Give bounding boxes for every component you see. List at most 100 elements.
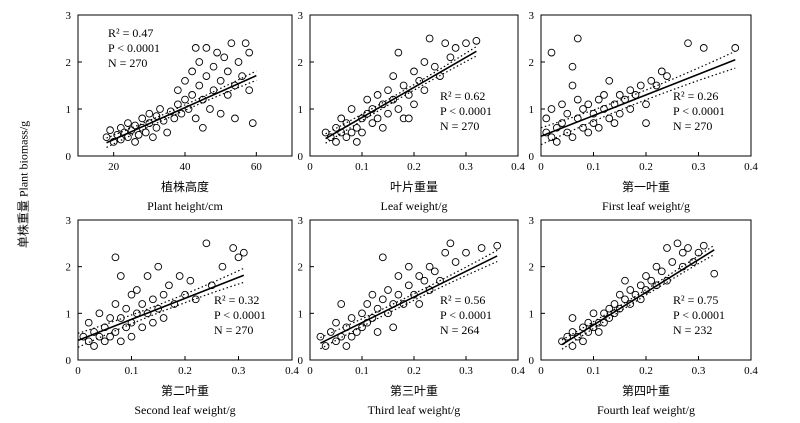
data-point [127, 332, 136, 341]
data-point [563, 332, 572, 341]
y-tick-label: 1 [66, 308, 72, 320]
data-point [415, 272, 424, 280]
data-point [234, 253, 243, 262]
data-point [573, 95, 582, 104]
data-point [573, 34, 582, 43]
data-point [710, 269, 719, 278]
data-point [420, 276, 429, 285]
data-point [181, 95, 189, 104]
data-point [594, 95, 603, 104]
data-point [404, 114, 413, 123]
stats-annotation: P < 0.0001 [440, 104, 492, 118]
stats-annotation: N = 270 [214, 323, 253, 337]
data-point [202, 72, 211, 80]
y-tick-label: 1 [529, 104, 535, 116]
data-point [394, 105, 403, 113]
data-point [373, 114, 382, 123]
stats-annotation: R² = 0.26 [673, 89, 718, 103]
data-point [451, 44, 460, 52]
data-point [191, 44, 200, 52]
x-axis-title-en: Second leaf weight/g [134, 403, 235, 417]
panel-a: 20 40 60 0 1 2 3 植株高度 Plant height/cm R² = 0.47P … [66, 10, 293, 213]
y-tick-label: 0 [298, 151, 304, 163]
data-point [127, 290, 136, 299]
data-point [563, 109, 572, 118]
data-point [558, 100, 566, 109]
data-point [673, 239, 682, 248]
x-tick-label: 0.4 [285, 365, 299, 377]
stats-annotation: P < 0.0001 [440, 308, 492, 322]
y-tick-label: 3 [529, 215, 535, 227]
data-point [668, 258, 677, 266]
data-point [568, 342, 577, 350]
data-point [216, 76, 225, 85]
x-tick-label: 0 [538, 365, 544, 377]
data-point [542, 114, 551, 123]
x-tick-label: 60 [251, 161, 263, 173]
stats-annotation: R² = 0.75 [673, 293, 718, 307]
data-point [446, 53, 455, 62]
data-point [547, 48, 556, 57]
data-point [220, 53, 229, 62]
x-axis-title-cn: 第二叶重 [161, 384, 209, 398]
data-point [174, 86, 182, 95]
data-point [647, 276, 656, 285]
data-point [116, 337, 125, 346]
data-point [568, 314, 577, 322]
confidence-band-upper [540, 50, 736, 129]
data-point [626, 286, 635, 294]
data-point [248, 119, 257, 127]
data-point [195, 58, 204, 66]
data-point [347, 314, 356, 322]
x-tick-label: 0.3 [692, 161, 706, 173]
data-point [699, 44, 708, 52]
data-point [584, 128, 593, 137]
data-point [430, 267, 439, 276]
data-point [594, 123, 603, 132]
data-point [657, 267, 666, 276]
data-point [425, 262, 434, 271]
data-point [373, 91, 382, 99]
data-point [399, 81, 408, 90]
data-point [615, 290, 624, 299]
data-point [106, 332, 114, 341]
data-point [621, 276, 629, 285]
confidence-band-lower [106, 79, 257, 148]
x-axis-title-cn: 第四叶重 [622, 384, 670, 398]
data-point [188, 67, 196, 76]
data-point [321, 128, 330, 137]
x-axis-title-en: Plant height/cm [147, 199, 223, 213]
data-point [420, 86, 429, 95]
y-tick-label: 0 [66, 355, 72, 367]
data-point [378, 253, 387, 262]
data-point [216, 109, 225, 118]
data-point [610, 300, 619, 308]
x-tick-label: 0 [307, 161, 313, 173]
data-point [131, 138, 139, 146]
x-tick-label: 0.2 [639, 365, 653, 377]
confidence-band-upper [77, 267, 245, 334]
x-tick-label: 0.2 [407, 365, 421, 377]
data-point [636, 81, 645, 90]
data-point [352, 138, 361, 146]
data-point [410, 67, 418, 76]
stats-annotation: P < 0.0001 [108, 41, 160, 55]
data-point [170, 114, 179, 123]
y-tick-label: 1 [529, 308, 535, 320]
data-point [209, 86, 218, 95]
data-point [358, 128, 366, 137]
x-axis-title-en: First leaf weight/g [602, 199, 690, 213]
data-point [384, 109, 392, 118]
x-tick-label: 0.1 [587, 161, 601, 173]
data-point [241, 39, 250, 48]
data-point [198, 123, 207, 132]
data-point [589, 119, 598, 127]
data-point [363, 95, 372, 104]
data-point [326, 328, 335, 336]
data-point [568, 133, 577, 142]
data-point [138, 114, 147, 123]
data-point [605, 76, 614, 85]
y-tick-label: 2 [66, 57, 72, 69]
panel-c: 0 0.1 0.2 0.3 0.4 0 1 2 3 第一叶重 First leaf weight/g… [529, 10, 759, 213]
